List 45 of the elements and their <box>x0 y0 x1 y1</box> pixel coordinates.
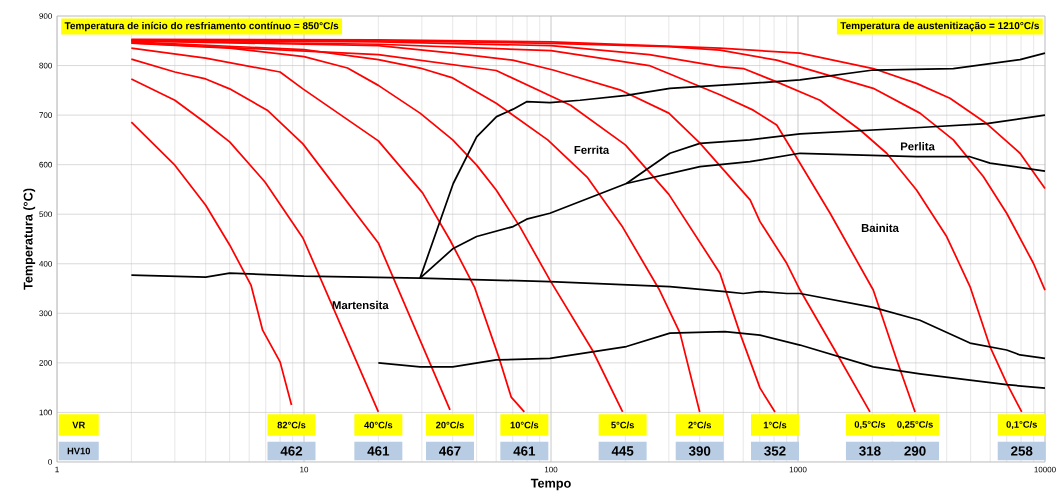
annotation: HV10 <box>67 447 91 455</box>
series-label: 10°C/s <box>510 421 539 429</box>
annotation: Temperatura de início do resfriamento contínuo = 850°C/s <box>64 21 339 32</box>
y-tick-label: 600 <box>39 161 52 168</box>
annotation: Ferrita <box>574 145 610 154</box>
annotation: 467 <box>439 446 461 456</box>
annotation: Temperatura de austenitização = 1210°C/s <box>840 21 1039 32</box>
annotation: Perlita <box>900 142 935 151</box>
series-label: 40°C/s <box>364 421 393 429</box>
series-label: 0,25°C/s <box>897 420 933 430</box>
annotation: 258 <box>1011 446 1033 456</box>
x-axis-title: Tempo <box>530 478 571 491</box>
series-label: 0,1°C/s <box>1006 420 1037 430</box>
annotation: VR <box>72 421 86 429</box>
annotation: Martensita <box>332 300 389 310</box>
series-label: 20°C/s <box>435 421 464 429</box>
series-label: 5°C/s <box>611 421 634 429</box>
y-tick-label: 900 <box>39 13 52 19</box>
y-axis-title: Temperatura (°C) <box>23 188 36 290</box>
y-tick-label: 700 <box>39 112 52 118</box>
y-tick-label: 400 <box>39 260 52 267</box>
series-label: 2°C/s <box>688 421 712 429</box>
y-tick-label: 300 <box>39 310 52 317</box>
annotation: 461 <box>513 446 536 456</box>
annotation: 461 <box>367 446 390 456</box>
annotation: 462 <box>280 446 303 456</box>
y-tick-label: 500 <box>39 211 52 218</box>
y-tick-label: 100 <box>39 409 52 416</box>
annotation: Bainita <box>861 223 899 232</box>
y-tick-label: 0 <box>48 459 52 465</box>
series-label: 1°C/s <box>763 421 787 429</box>
annotation: 290 <box>904 446 926 456</box>
y-tick-label: 200 <box>39 360 52 366</box>
x-tick-label: 10000 <box>1034 466 1056 473</box>
annotation: 352 <box>764 446 786 456</box>
x-tick-label: 1 <box>55 466 59 473</box>
annotation: 445 <box>611 446 634 456</box>
annotation: 318 <box>859 446 881 456</box>
series-label: 0,5°C/s <box>854 420 886 430</box>
annotation: 390 <box>688 446 711 456</box>
x-tick-label: 100 <box>544 466 558 473</box>
x-tick-label: 10 <box>300 466 309 473</box>
text: 82°C/s <box>277 421 306 429</box>
x-tick-label: 1000 <box>789 466 807 473</box>
y-tick-label: 800 <box>39 62 52 69</box>
